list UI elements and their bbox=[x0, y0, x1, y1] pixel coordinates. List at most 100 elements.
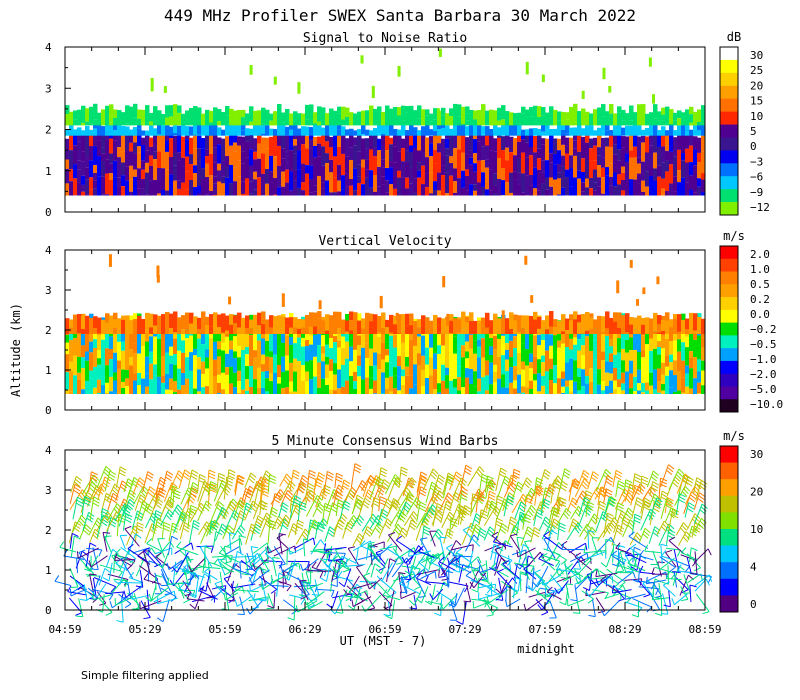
heatmap-cell bbox=[285, 151, 290, 163]
heatmap-cell bbox=[333, 374, 338, 391]
heatmap-cell bbox=[365, 138, 370, 149]
barb-flag bbox=[563, 471, 571, 476]
wind-barb bbox=[232, 510, 247, 534]
barb-shaft bbox=[450, 503, 460, 522]
heatmap-cell bbox=[605, 167, 610, 176]
heatmap-cell bbox=[669, 341, 674, 355]
heatmap-cell bbox=[545, 334, 550, 351]
barb-shaft bbox=[540, 498, 545, 515]
barb-flag bbox=[74, 481, 81, 487]
barb-flag bbox=[641, 481, 648, 486]
heatmap-cell bbox=[325, 141, 330, 154]
barb-flag bbox=[400, 472, 408, 477]
wind-barb bbox=[244, 472, 257, 488]
heatmap-cell bbox=[677, 149, 682, 171]
heatmap-cell bbox=[629, 337, 634, 351]
heatmap-cell bbox=[193, 327, 198, 334]
barb-flag bbox=[273, 498, 281, 504]
barb-flag bbox=[229, 503, 235, 509]
heatmap-cell bbox=[333, 156, 338, 178]
heatmap-cell bbox=[433, 336, 438, 354]
heatmap-cell bbox=[309, 148, 314, 166]
heatmap-cell bbox=[541, 331, 546, 341]
wind-barb bbox=[89, 496, 101, 521]
barb-flag bbox=[74, 535, 81, 540]
barb-flag bbox=[402, 527, 408, 534]
heatmap-cell bbox=[601, 137, 606, 158]
barb-flag bbox=[182, 527, 190, 533]
heatmap-cell bbox=[505, 387, 510, 394]
barb-shaft bbox=[75, 550, 83, 569]
barb-flag bbox=[677, 471, 683, 478]
heatmap-cell bbox=[669, 109, 674, 125]
barb-shaft bbox=[621, 507, 629, 523]
heatmap-cell bbox=[489, 109, 494, 126]
heatmap-cell bbox=[197, 391, 202, 394]
heatmap-cell bbox=[497, 338, 502, 357]
heatmap-cell bbox=[537, 106, 542, 118]
wind-barb bbox=[196, 474, 207, 494]
barb-shaft bbox=[674, 485, 686, 506]
heatmap-cell bbox=[605, 146, 610, 168]
heatmap-cell bbox=[121, 350, 126, 370]
heatmap-cell bbox=[689, 312, 694, 324]
barb-flag bbox=[152, 498, 158, 505]
barb-flag bbox=[534, 491, 541, 497]
barb-flag bbox=[261, 500, 268, 505]
heatmap-cell bbox=[161, 190, 166, 196]
heatmap-cell bbox=[557, 163, 562, 173]
wind-barb bbox=[398, 466, 408, 488]
heatmap-cell bbox=[125, 386, 130, 394]
heatmap-cell bbox=[169, 378, 174, 391]
heatmap-cell bbox=[589, 381, 594, 394]
barb-flag bbox=[438, 474, 445, 480]
heatmap-cell bbox=[401, 369, 406, 377]
heatmap-cell bbox=[569, 186, 574, 196]
wind-barb bbox=[479, 499, 494, 522]
heatmap-cell bbox=[621, 147, 626, 167]
barb-shaft bbox=[278, 502, 284, 518]
heatmap-cell bbox=[185, 110, 190, 126]
heatmap-cell bbox=[157, 110, 162, 126]
heatmap-cell bbox=[173, 135, 178, 153]
barb-flag bbox=[652, 531, 659, 537]
wind-barb bbox=[187, 482, 199, 504]
heatmap-cell bbox=[257, 325, 262, 334]
wind-barb bbox=[308, 519, 320, 534]
heatmap-cell bbox=[77, 109, 82, 126]
heatmap-cell bbox=[297, 169, 302, 188]
barb-shaft bbox=[350, 463, 356, 488]
barb-flag bbox=[393, 502, 400, 509]
barb-flag bbox=[463, 510, 470, 516]
barb-flag bbox=[666, 503, 674, 508]
heatmap-cell bbox=[681, 177, 686, 196]
heatmap-cell bbox=[269, 155, 274, 172]
heatmap-cell bbox=[617, 112, 622, 126]
wind-barb bbox=[335, 499, 345, 517]
heatmap-cell bbox=[553, 128, 558, 136]
heatmap-cell bbox=[465, 183, 470, 191]
barb-flag bbox=[607, 512, 614, 517]
colorbar-swatch bbox=[720, 271, 738, 285]
barb-flag bbox=[108, 473, 116, 478]
heatmap-cell bbox=[361, 159, 366, 168]
heatmap-cell bbox=[565, 346, 570, 363]
heatmap-cell bbox=[557, 340, 562, 348]
heatmap-cell bbox=[649, 350, 654, 373]
wind-barb bbox=[286, 504, 302, 528]
barb-flag bbox=[191, 487, 198, 493]
heatmap-cell bbox=[657, 130, 662, 136]
heatmap-cell bbox=[113, 177, 118, 185]
heatmap-speck bbox=[530, 295, 534, 303]
heatmap-cell bbox=[173, 165, 178, 181]
barb-shaft bbox=[259, 501, 262, 516]
heatmap-cell bbox=[629, 120, 634, 126]
heatmap-cell bbox=[689, 332, 694, 352]
heatmap-cell bbox=[405, 188, 410, 196]
heatmap-cell bbox=[205, 135, 210, 150]
barb-flag bbox=[99, 486, 105, 493]
heatmap-cell bbox=[173, 354, 178, 365]
heatmap-cell bbox=[165, 374, 170, 390]
colorbar-swatch bbox=[720, 258, 738, 272]
barb-flag bbox=[191, 486, 198, 492]
